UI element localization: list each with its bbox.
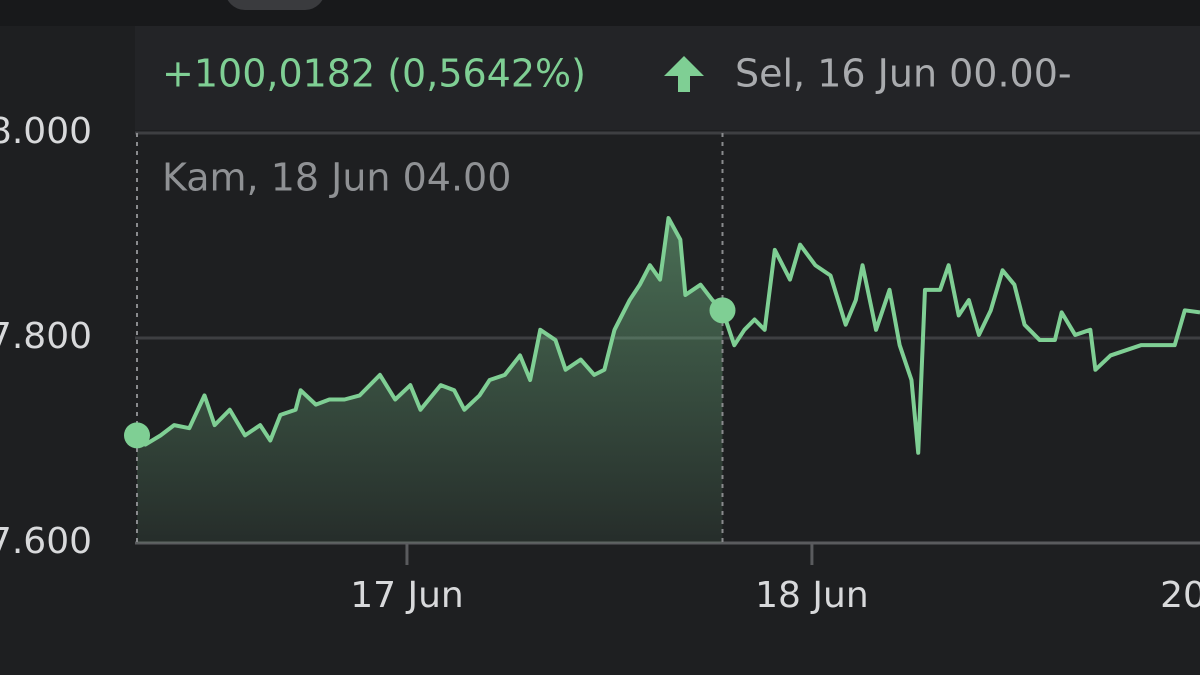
y-tick-label: 17.800: [0, 316, 92, 357]
up-arrow: [664, 56, 704, 92]
selection-dot: [709, 297, 736, 324]
x-tick-label: 17 Jun: [350, 575, 464, 616]
y-tick-label: 18.000: [0, 111, 92, 152]
x-tick-label: 20 Jun: [1160, 575, 1200, 616]
header-panel: [135, 26, 1200, 130]
top-bar: [0, 0, 1200, 26]
x-tick-label: 18 Jun: [755, 575, 869, 616]
price-line: [135, 216, 1200, 455]
change-label: +100,0182 (0,5642%): [162, 52, 586, 96]
selection-dot: [124, 422, 150, 449]
plot: 17.600 17.800 18.000 17 Jun 18 Jun 20 Jun: [0, 111, 1200, 616]
range-label: Sel, 16 Jun 00.00-: [735, 52, 1072, 96]
tooltip-label: Kam, 18 Jun 04.00: [162, 156, 511, 200]
selection-area: [137, 218, 723, 543]
pill: [227, 0, 323, 10]
y-tick-label: 17.600: [0, 521, 92, 562]
